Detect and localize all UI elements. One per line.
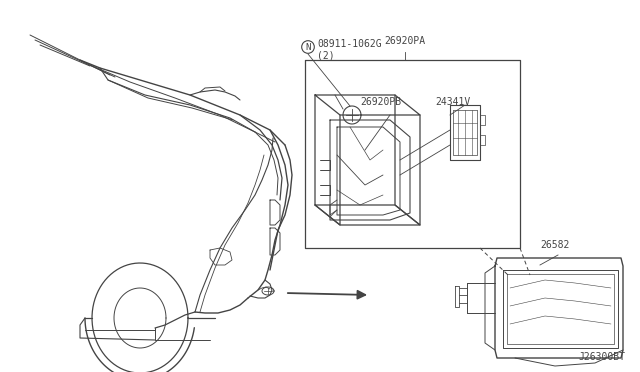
Text: J26300BT: J26300BT [578, 352, 625, 362]
Text: 24341V: 24341V [435, 97, 470, 107]
Text: 26582: 26582 [540, 240, 570, 250]
Text: 26920PB: 26920PB [360, 97, 401, 107]
Text: (2): (2) [317, 51, 335, 61]
Text: N: N [305, 42, 310, 51]
Text: 08911-1062G: 08911-1062G [317, 39, 381, 49]
Text: 26920PA: 26920PA [385, 36, 426, 46]
